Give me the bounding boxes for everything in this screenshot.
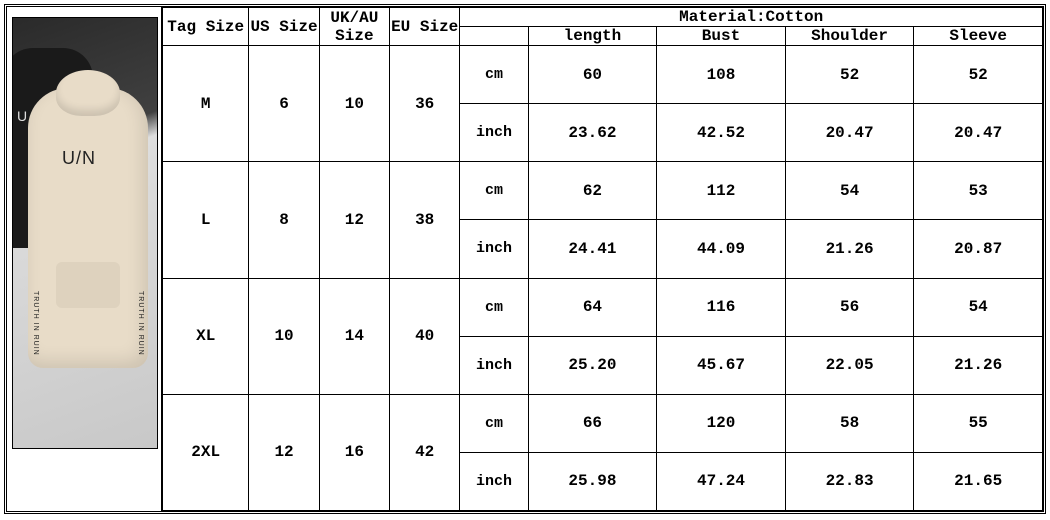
pocket <box>56 262 120 308</box>
cell-ukau: 12 <box>319 162 389 278</box>
cell-unit-cm: cm <box>460 46 528 104</box>
cell-tag: XL <box>163 278 249 394</box>
size-chart: U U/N TRUTH IN RUIN TRUTH IN RUIN Tag Si… <box>4 4 1046 514</box>
col-unit <box>460 27 528 46</box>
cell-shoulder: 56 <box>785 278 914 336</box>
cell-unit-cm: cm <box>460 394 528 452</box>
hoodie-front: U/N TRUTH IN RUIN TRUTH IN RUIN <box>28 88 148 368</box>
cell-shoulder: 20.47 <box>785 104 914 162</box>
cell-unit-cm: cm <box>460 162 528 220</box>
hood <box>56 70 120 116</box>
cell-length: 60 <box>528 46 657 104</box>
cell-sleeve: 53 <box>914 162 1043 220</box>
cell-shoulder: 58 <box>785 394 914 452</box>
cell-length: 25.98 <box>528 452 657 510</box>
cell-length: 25.20 <box>528 336 657 394</box>
cell-length: 64 <box>528 278 657 336</box>
front-print: U/N <box>62 148 96 169</box>
cell-bust: 112 <box>657 162 786 220</box>
table-row: XL101440cm641165654 <box>163 278 1043 336</box>
cell-bust: 42.52 <box>657 104 786 162</box>
cell-ukau: 14 <box>319 278 389 394</box>
cell-us: 6 <box>249 46 319 162</box>
cell-length: 23.62 <box>528 104 657 162</box>
cell-sleeve: 20.47 <box>914 104 1043 162</box>
cell-length: 66 <box>528 394 657 452</box>
cell-sleeve: 21.26 <box>914 336 1043 394</box>
cell-tag: L <box>163 162 249 278</box>
col-ukau: UK/AU Size <box>319 8 389 46</box>
cell-sleeve: 21.65 <box>914 452 1043 510</box>
cell-unit-inch: inch <box>460 104 528 162</box>
cell-eu: 42 <box>390 394 460 510</box>
back-print: U <box>17 108 27 124</box>
cell-bust: 116 <box>657 278 786 336</box>
cell-eu: 40 <box>390 278 460 394</box>
cell-shoulder: 22.05 <box>785 336 914 394</box>
cell-shoulder: 21.26 <box>785 220 914 278</box>
cell-bust: 47.24 <box>657 452 786 510</box>
cell-unit-inch: inch <box>460 220 528 278</box>
col-eu: EU Size <box>390 8 460 46</box>
cell-unit-inch: inch <box>460 452 528 510</box>
cell-us: 12 <box>249 394 319 510</box>
cell-sleeve: 52 <box>914 46 1043 104</box>
cell-us: 10 <box>249 278 319 394</box>
cell-bust: 45.67 <box>657 336 786 394</box>
cell-length: 24.41 <box>528 220 657 278</box>
header-row-1: Tag Size US Size UK/AU Size EU Size Mate… <box>163 8 1043 27</box>
col-sleeve: Sleeve <box>914 27 1043 46</box>
sleeve-print-left: TRUTH IN RUIN <box>32 291 39 356</box>
col-material: Material:Cotton <box>460 8 1043 27</box>
col-tag: Tag Size <box>163 8 249 46</box>
cell-bust: 108 <box>657 46 786 104</box>
table-row: M61036cm601085252 <box>163 46 1043 104</box>
cell-unit-inch: inch <box>460 336 528 394</box>
product-image: U U/N TRUTH IN RUIN TRUTH IN RUIN <box>12 17 158 449</box>
cell-sleeve: 20.87 <box>914 220 1043 278</box>
col-us: US Size <box>249 8 319 46</box>
col-bust: Bust <box>657 27 786 46</box>
col-shoulder: Shoulder <box>785 27 914 46</box>
cell-shoulder: 54 <box>785 162 914 220</box>
cell-us: 8 <box>249 162 319 278</box>
cell-tag: 2XL <box>163 394 249 510</box>
cell-bust: 44.09 <box>657 220 786 278</box>
cell-eu: 38 <box>390 162 460 278</box>
cell-bust: 120 <box>657 394 786 452</box>
table-row: L81238cm621125453 <box>163 162 1043 220</box>
cell-shoulder: 22.83 <box>785 452 914 510</box>
table-row: 2XL121642cm661205855 <box>163 394 1043 452</box>
cell-sleeve: 55 <box>914 394 1043 452</box>
cell-tag: M <box>163 46 249 162</box>
cell-unit-cm: cm <box>460 278 528 336</box>
cell-eu: 36 <box>390 46 460 162</box>
cell-ukau: 16 <box>319 394 389 510</box>
cell-sleeve: 54 <box>914 278 1043 336</box>
cell-ukau: 10 <box>319 46 389 162</box>
cell-length: 62 <box>528 162 657 220</box>
size-table: Tag Size US Size UK/AU Size EU Size Mate… <box>162 7 1043 511</box>
col-length: length <box>528 27 657 46</box>
sleeve-print-right: TRUTH IN RUIN <box>137 291 144 356</box>
product-image-cell: U U/N TRUTH IN RUIN TRUTH IN RUIN <box>7 7 162 511</box>
cell-shoulder: 52 <box>785 46 914 104</box>
